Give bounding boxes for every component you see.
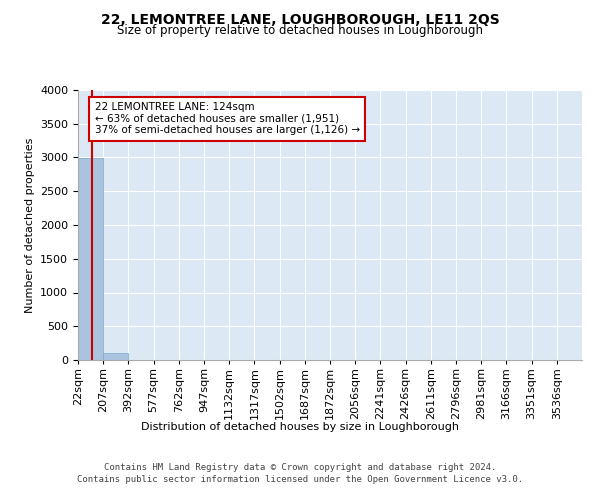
Bar	[103, 352, 128, 360]
Text: Distribution of detached houses by size in Loughborough: Distribution of detached houses by size …	[141, 422, 459, 432]
Text: Contains public sector information licensed under the Open Government Licence v3: Contains public sector information licen…	[77, 475, 523, 484]
Text: 22 LEMONTREE LANE: 124sqm
← 63% of detached houses are smaller (1,951)
37% of se: 22 LEMONTREE LANE: 124sqm ← 63% of detac…	[95, 102, 360, 136]
Y-axis label: Number of detached properties: Number of detached properties	[25, 138, 35, 312]
Text: 22, LEMONTREE LANE, LOUGHBOROUGH, LE11 2QS: 22, LEMONTREE LANE, LOUGHBOROUGH, LE11 2…	[101, 12, 499, 26]
Text: Size of property relative to detached houses in Loughborough: Size of property relative to detached ho…	[117, 24, 483, 37]
Text: Contains HM Land Registry data © Crown copyright and database right 2024.: Contains HM Land Registry data © Crown c…	[104, 462, 496, 471]
Bar	[78, 158, 103, 360]
